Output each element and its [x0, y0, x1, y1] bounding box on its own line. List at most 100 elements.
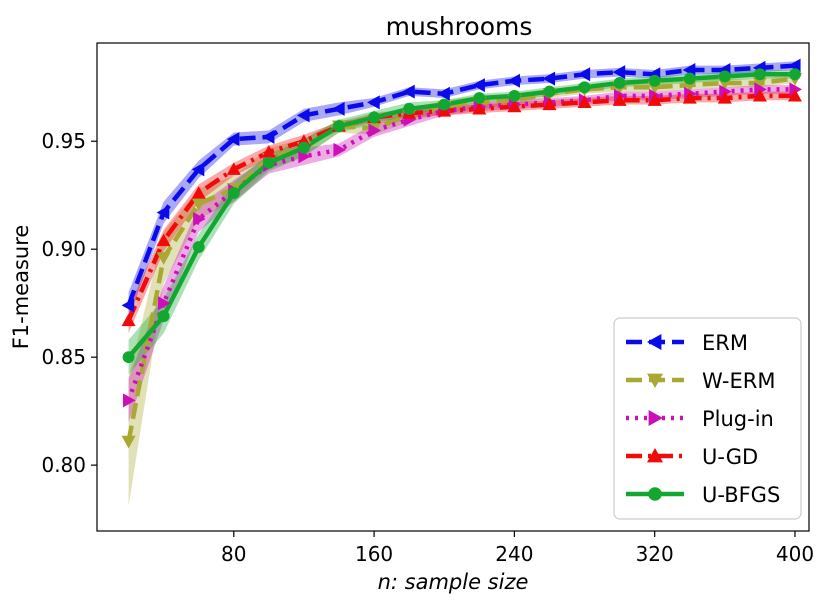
- legend-entry-w-erm: W-ERM: [626, 369, 775, 393]
- u-bfgs-point: [438, 98, 451, 111]
- legend-label: ERM: [702, 331, 748, 355]
- u-gd-point: [261, 145, 276, 158]
- u-bfgs-point: [578, 81, 591, 94]
- u-bfgs-point: [648, 74, 661, 87]
- w-erm-point: [121, 435, 136, 449]
- u-bfgs-point: [543, 85, 556, 98]
- u-gd-point: [752, 88, 767, 102]
- u-bfgs-point: [683, 72, 696, 85]
- plug-in-point: [789, 82, 802, 97]
- plug-in-point: [333, 142, 347, 157]
- u-gd-point: [577, 95, 592, 108]
- u-gd-point: [682, 91, 697, 104]
- u-gd-point: [647, 93, 662, 106]
- x-tick-label: 80: [221, 542, 246, 566]
- u-bfgs-point: [473, 92, 486, 105]
- erm-point: [577, 67, 591, 82]
- x-tick-label: 400: [776, 542, 814, 566]
- u-bfgs-point: [192, 241, 205, 254]
- y-tick-label: 0.85: [41, 345, 86, 369]
- u-bfgs-point: [122, 351, 135, 364]
- u-gd-point: [542, 97, 557, 111]
- plug-in-point: [368, 123, 382, 138]
- u-bfgs-point: [262, 156, 275, 169]
- u-bfgs-point: [508, 89, 521, 102]
- u-bfgs-point: [297, 141, 310, 154]
- w-erm-point: [156, 252, 171, 265]
- legend-swatch-marker: [647, 448, 663, 463]
- erm-band: [128, 61, 795, 319]
- legend-entry-u-bfgs: U-BFGS: [626, 483, 780, 507]
- u-bfgs-line: [126, 72, 795, 359]
- u-gd-point: [191, 186, 206, 199]
- u-gd-point: [507, 99, 522, 113]
- w-erm-point: [752, 77, 767, 90]
- u-bfgs-point: [718, 70, 731, 83]
- u-bfgs-point: [789, 68, 801, 81]
- plug-in-point: [193, 211, 206, 226]
- u-bfgs-point: [403, 102, 416, 115]
- y-tick-label: 0.90: [41, 237, 86, 261]
- u-gd-point: [472, 101, 487, 115]
- w-erm-point: [191, 198, 206, 211]
- erm-point: [437, 86, 450, 101]
- erm-point: [507, 73, 520, 88]
- legend: ERM W-ERM Plug-in U-GD U-BFGS: [613, 317, 802, 520]
- u-bfgs-point: [157, 310, 170, 323]
- u-bfgs-point: [613, 76, 626, 89]
- plug-in-point: [719, 84, 732, 99]
- erm-point: [542, 71, 556, 86]
- legend-label: U-BFGS: [702, 483, 780, 507]
- plot-frame: [96, 42, 810, 532]
- erm-point: [191, 162, 205, 177]
- y-tick-label: 0.95: [41, 129, 86, 153]
- erm-point: [121, 298, 135, 313]
- y-tick-label: 0.80: [41, 453, 86, 477]
- u-bfgs-point: [333, 120, 345, 133]
- erm-point: [156, 205, 170, 220]
- u-gd-point: [156, 233, 171, 247]
- series-markers: [121, 58, 802, 449]
- u-gd-point: [121, 313, 136, 327]
- legend-entry-plug-in: Plug-in: [626, 407, 774, 431]
- x-tick-label: 240: [495, 542, 533, 566]
- erm-point: [226, 132, 240, 147]
- w-erm-line: [126, 76, 796, 442]
- erm-point: [261, 129, 275, 144]
- plug-in-point: [754, 82, 767, 97]
- x-axis-label: n: sample size: [378, 570, 529, 594]
- u-gd-band: [128, 91, 795, 334]
- x-axis-ticks: 80 160 240 320 400: [221, 531, 814, 566]
- legend-swatch-marker: [647, 373, 663, 388]
- x-tick-label: 160: [355, 542, 393, 566]
- u-gd-point: [612, 93, 627, 106]
- legend-entry-u-gd: U-GD: [626, 445, 758, 469]
- erm-point: [296, 108, 310, 123]
- u-gd-point: [226, 162, 241, 175]
- legend-label: Plug-in: [702, 407, 774, 431]
- y-axis-label: F1-measure: [9, 225, 33, 350]
- u-gd-point: [717, 91, 732, 104]
- erm-point: [612, 65, 626, 80]
- legend-swatch-marker: [648, 487, 662, 501]
- erm-point: [472, 78, 485, 93]
- legend-label: W-ERM: [702, 369, 775, 393]
- u-bfgs-point: [753, 68, 766, 81]
- x-tick-label: 320: [636, 542, 674, 566]
- legend-entry-erm: ERM: [626, 331, 748, 355]
- erm-line: [126, 63, 796, 307]
- legend-swatch-marker: [648, 410, 663, 426]
- legend-swatch-marker: [647, 334, 662, 350]
- y-axis-ticks: 0.80 0.85 0.90 0.95: [41, 129, 97, 477]
- erm-point: [402, 84, 415, 99]
- legend-frame: [613, 317, 802, 520]
- u-bfgs-point: [368, 111, 381, 124]
- plug-in-point: [158, 296, 171, 311]
- u-bfgs-point: [227, 187, 240, 200]
- chart-title: mushrooms: [386, 12, 533, 41]
- u-gd-point: [787, 88, 802, 102]
- plug-in-point: [122, 393, 136, 408]
- legend-label: U-GD: [702, 445, 758, 469]
- u-gd-line: [126, 93, 795, 322]
